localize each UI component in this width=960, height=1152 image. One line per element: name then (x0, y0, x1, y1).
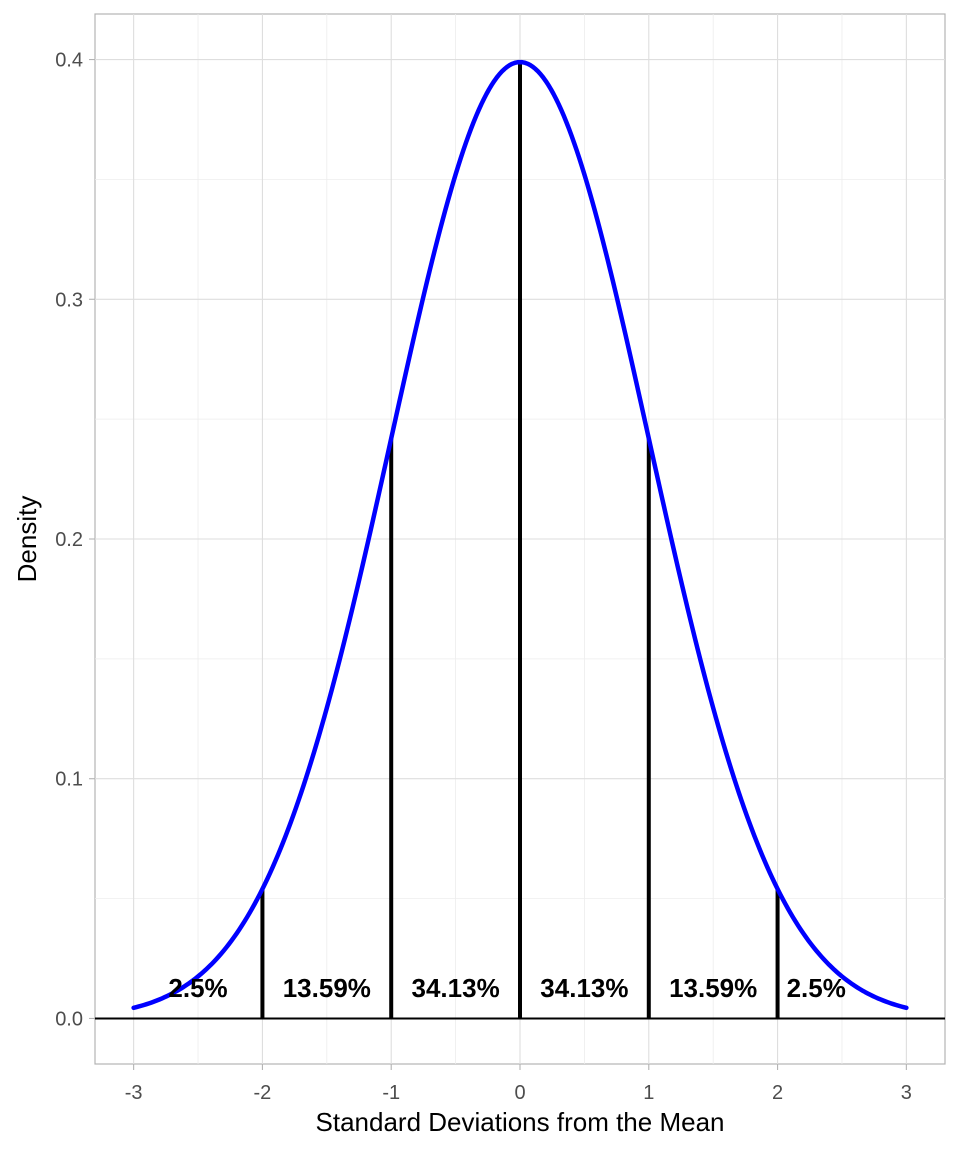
percentage-label: 2.5% (168, 973, 227, 1003)
y-axis-title: Density (12, 496, 42, 583)
percentage-label: 34.13% (540, 973, 628, 1003)
sd-vertical-lines (260, 61, 780, 1019)
percentage-label: 2.5% (787, 973, 846, 1003)
x-tick-label: 3 (901, 1082, 912, 1104)
y-tick-label: 0.4 (55, 50, 83, 72)
y-tick-label: 0.2 (55, 529, 83, 551)
x-tick-label: -1 (382, 1082, 400, 1104)
y-tick-label: 0.1 (55, 769, 83, 791)
x-tick-label: -3 (125, 1082, 143, 1104)
density-curve-line (131, 59, 909, 1011)
y-axis-ticks: 0.0 0.1 0.2 0.3 0.4 (55, 50, 95, 1030)
y-tick-label: 0.3 (55, 289, 83, 311)
x-axis-title: Standard Deviations from the Mean (316, 1107, 725, 1137)
y-tick-label: 0.0 (55, 1008, 83, 1030)
percentage-label: 34.13% (412, 973, 500, 1003)
x-tick-label: 0 (514, 1082, 525, 1104)
x-tick-label: 2 (772, 1082, 783, 1104)
x-tick-label: -2 (254, 1082, 272, 1104)
x-axis-ticks: -3 -2 -1 0 1 2 3 (125, 1064, 912, 1104)
density-curve (131, 59, 909, 1011)
x-tick-label: 1 (643, 1082, 654, 1104)
percentage-labels: 2.5% 13.59% 34.13% 34.13% 13.59% 2.5% (168, 973, 845, 1003)
percentage-label: 13.59% (283, 973, 371, 1003)
percentage-label: 13.59% (669, 973, 757, 1003)
